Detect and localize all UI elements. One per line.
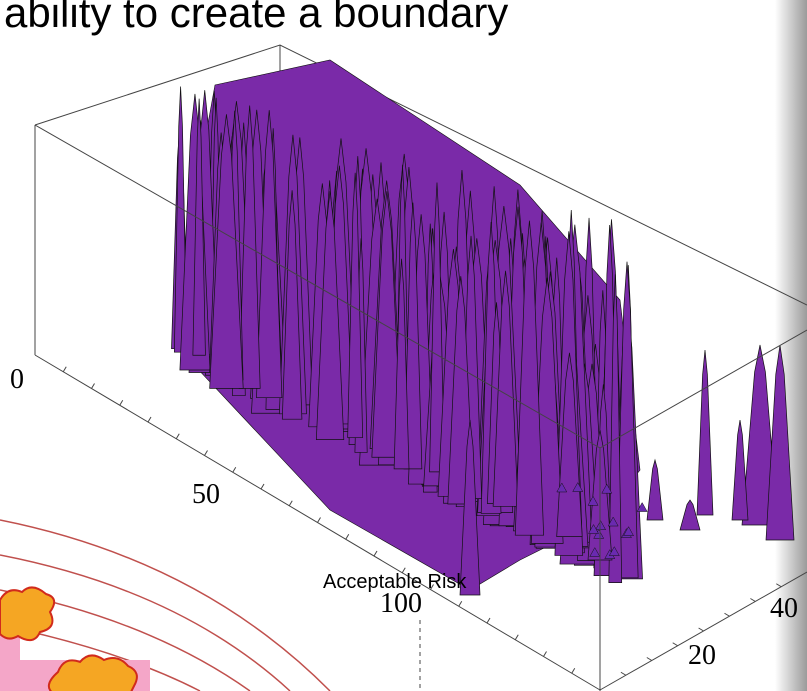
axis-tick	[572, 668, 575, 673]
axis-tick	[750, 599, 755, 602]
axis-tick	[148, 417, 151, 422]
axis-tick	[176, 434, 179, 439]
axis-label: 50	[192, 479, 220, 510]
axis-tick	[487, 618, 490, 623]
axis-tick	[120, 400, 123, 405]
surface-spike	[697, 350, 713, 515]
axis-tick	[544, 652, 547, 657]
axis-label: 0	[10, 364, 24, 395]
axis-tick	[725, 613, 730, 616]
axis-tick	[459, 601, 462, 606]
axis-tick	[374, 551, 377, 556]
diagram-fragment	[0, 520, 330, 691]
axis-tick	[92, 384, 95, 389]
axis-tick	[647, 658, 652, 661]
axis-tick	[261, 484, 264, 489]
axis-tick	[673, 643, 678, 646]
surface-spike	[647, 460, 663, 520]
axis-tick	[318, 518, 321, 523]
slide-canvas: ability to create a boundary 0 50 100 40…	[0, 0, 807, 691]
axis-tick	[515, 635, 518, 640]
axis-tick	[699, 628, 704, 631]
axis-tick	[346, 534, 349, 539]
axis-tick	[205, 451, 208, 456]
axis-tick	[289, 501, 292, 506]
slide-title: ability to create a boundary	[4, 0, 508, 36]
axis-label: 20	[688, 640, 716, 671]
axis-tick	[233, 467, 236, 472]
surface-plot	[171, 60, 794, 595]
annotation: Acceptable Risk	[323, 571, 467, 593]
surface-spike	[732, 420, 748, 520]
slide: ability to create a boundary 0 50 100 40…	[0, 0, 807, 691]
axis-tick	[63, 367, 66, 372]
axis-label: 40	[770, 593, 798, 624]
axis-tick	[621, 672, 626, 675]
